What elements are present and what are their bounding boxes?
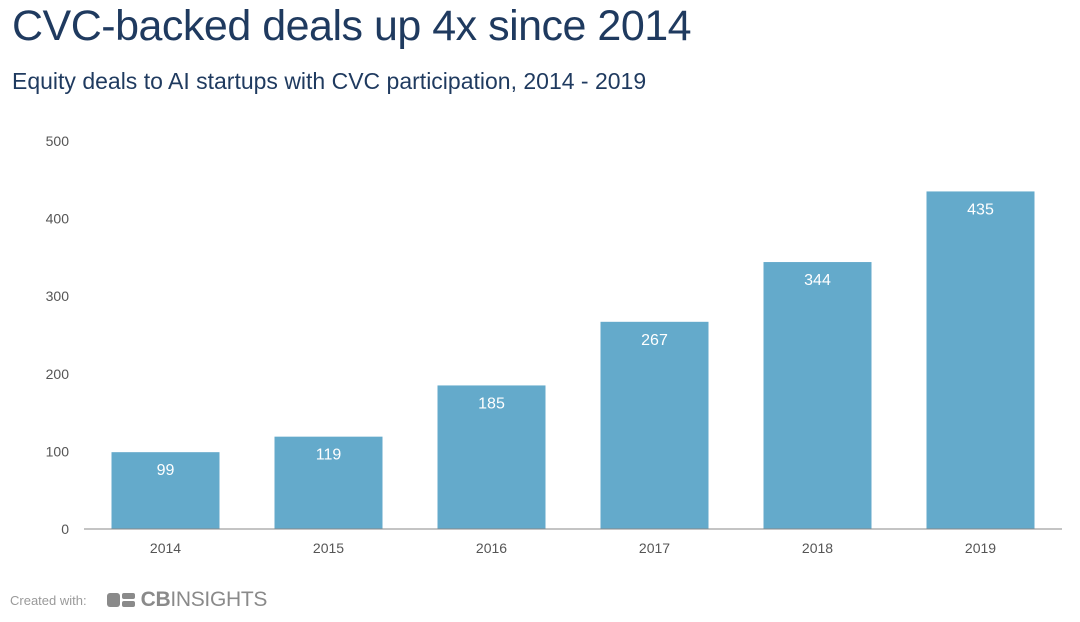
bar-2018 <box>763 262 872 529</box>
data-label-2016: 185 <box>478 395 505 412</box>
bar-2016 <box>437 385 546 529</box>
footer: Created with: CB INSIGHTS <box>10 588 267 612</box>
x-tick-label-2015: 2015 <box>313 540 344 556</box>
x-axis: 2014 2015 2016 2017 2018 2019 <box>150 540 996 556</box>
data-label-2015: 119 <box>316 447 342 464</box>
cb-insights-logo-icon <box>106 593 135 607</box>
data-label-2018: 344 <box>804 272 831 289</box>
brand-logo: CB INSIGHTS <box>106 588 268 612</box>
created-with-label: Created with: <box>10 592 87 608</box>
data-label-2017: 267 <box>641 332 668 349</box>
bar-2015 <box>274 436 383 529</box>
brand-name-bold: CB <box>140 588 171 611</box>
y-tick-label: 100 <box>46 443 70 459</box>
y-tick-label: 400 <box>46 211 70 227</box>
data-label-2014: 99 <box>157 462 175 479</box>
x-tick-label-2014: 2014 <box>150 540 181 556</box>
y-tick-label: 0 <box>61 521 69 537</box>
y-axis: 0 100 200 300 400 500 <box>46 133 70 537</box>
y-tick-label: 200 <box>46 366 70 382</box>
x-tick-label-2018: 2018 <box>802 540 833 556</box>
bar-2017 <box>600 321 709 529</box>
bar-2014 <box>111 452 220 529</box>
x-tick-label-2017: 2017 <box>639 540 670 556</box>
y-tick-label: 300 <box>46 288 70 304</box>
x-tick-label-2016: 2016 <box>476 540 507 556</box>
chart-subtitle: Equity deals to AI startups with CVC par… <box>12 68 647 94</box>
bar-2019 <box>926 191 1035 529</box>
brand-name-rest: INSIGHTS <box>170 588 268 611</box>
y-tick-label: 500 <box>46 133 70 149</box>
x-tick-label-2019: 2019 <box>965 540 996 556</box>
bars-group: 99 119 185 267 344 435 <box>111 191 1035 529</box>
data-label-2019: 435 <box>967 201 994 218</box>
chart-title: CVC-backed deals up 4x since 2014 <box>12 2 692 50</box>
